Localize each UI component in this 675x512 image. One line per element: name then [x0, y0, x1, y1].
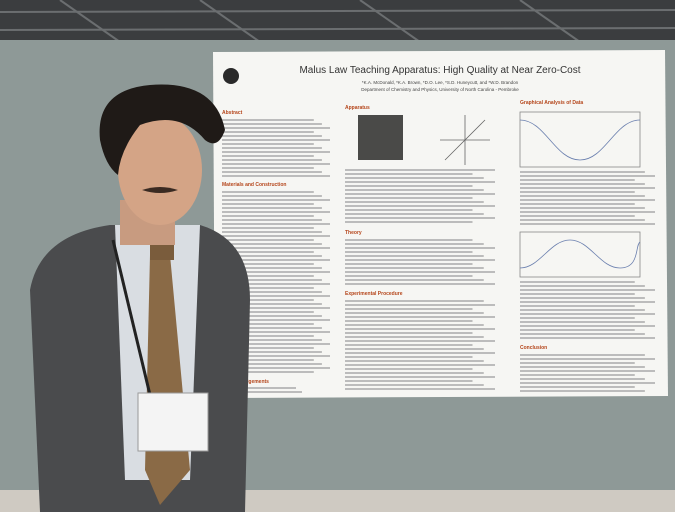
hair — [99, 84, 225, 175]
logo — [223, 68, 239, 84]
section-heading: Materials and Construction — [222, 182, 286, 188]
section-heading: Experimental Procedure — [345, 291, 403, 297]
graph — [519, 111, 641, 278]
badge — [137, 392, 209, 452]
ceiling-truss — [0, 0, 675, 43]
section-heading: Abstract — [222, 110, 243, 116]
section-heading: Theory — [345, 230, 362, 236]
diagram — [440, 115, 490, 165]
poster — [213, 50, 668, 398]
section-heading: Apparatus — [345, 105, 370, 111]
section-heading: Graphical Analysis of Data — [520, 100, 583, 106]
ceiling — [0, 0, 675, 42]
apparatus-photo — [358, 115, 403, 160]
face — [118, 115, 202, 225]
lanyard — [111, 239, 152, 396]
mustache — [142, 187, 178, 193]
poster-affiliation: Department of Chemistry and Physics, Uni… — [361, 87, 519, 92]
section-heading: Conclusion — [520, 345, 547, 351]
body-text — [222, 119, 655, 393]
poster-title: Malus Law Teaching Apparatus: High Quali… — [299, 65, 580, 76]
poster-authors: *K.A. McDonald, *K.A. Brown, *D.O. Lee, … — [362, 80, 519, 85]
